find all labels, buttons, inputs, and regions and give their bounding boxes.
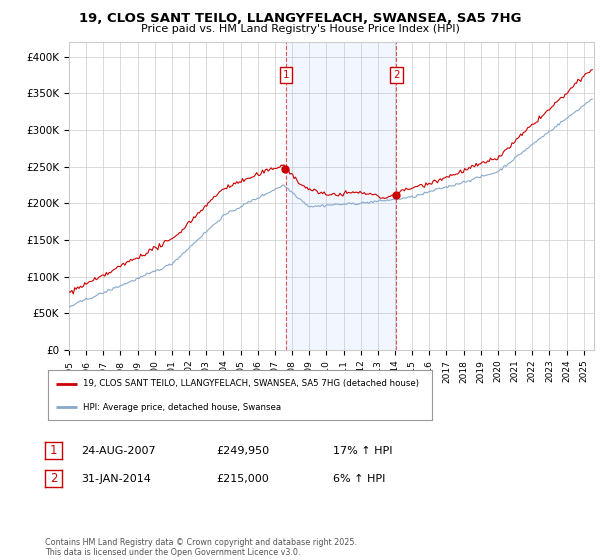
Bar bbox=[286, 42, 397, 350]
Text: 31-JAN-2014: 31-JAN-2014 bbox=[81, 474, 151, 484]
Text: Contains HM Land Registry data © Crown copyright and database right 2025.
This d: Contains HM Land Registry data © Crown c… bbox=[45, 538, 357, 557]
Text: 2: 2 bbox=[50, 472, 57, 486]
Text: Price paid vs. HM Land Registry's House Price Index (HPI): Price paid vs. HM Land Registry's House … bbox=[140, 24, 460, 34]
Text: £249,950: £249,950 bbox=[216, 446, 269, 456]
Text: 24-AUG-2007: 24-AUG-2007 bbox=[81, 446, 155, 456]
Text: £215,000: £215,000 bbox=[216, 474, 269, 484]
Text: 1: 1 bbox=[283, 70, 289, 80]
Text: 1: 1 bbox=[50, 444, 57, 458]
Text: 6% ↑ HPI: 6% ↑ HPI bbox=[333, 474, 385, 484]
Text: 17% ↑ HPI: 17% ↑ HPI bbox=[333, 446, 392, 456]
Text: 19, CLOS SANT TEILO, LLANGYFELACH, SWANSEA, SA5 7HG (detached house): 19, CLOS SANT TEILO, LLANGYFELACH, SWANS… bbox=[83, 379, 419, 388]
Text: 19, CLOS SANT TEILO, LLANGYFELACH, SWANSEA, SA5 7HG: 19, CLOS SANT TEILO, LLANGYFELACH, SWANS… bbox=[79, 12, 521, 25]
Text: HPI: Average price, detached house, Swansea: HPI: Average price, detached house, Swan… bbox=[83, 403, 281, 412]
Text: 2: 2 bbox=[393, 70, 400, 80]
